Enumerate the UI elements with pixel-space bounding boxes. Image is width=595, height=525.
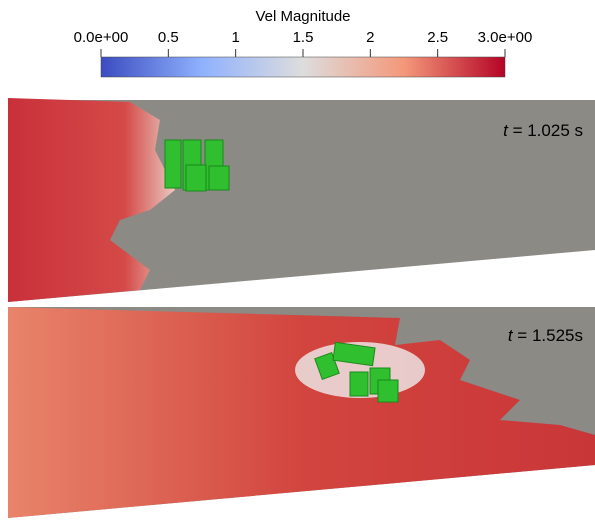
- time-symbol: t: [508, 326, 514, 345]
- tick-label: 0.0e+00: [74, 29, 129, 46]
- time-label: t = 1.525s: [508, 326, 583, 345]
- colorbar-title: Vel Magnitude: [255, 8, 350, 25]
- blocks: [165, 140, 229, 191]
- tick-label: 0.5: [158, 29, 179, 46]
- figure: Vel Magnitude 0.0e+000.511.522.53.0e+00 …: [0, 0, 595, 520]
- tick-label: 2.5: [427, 29, 448, 46]
- tick-label: 1.5: [293, 29, 314, 46]
- time-symbol: t: [503, 121, 509, 140]
- tick-label: 2: [366, 29, 374, 46]
- tick-label: 3.0e+00: [478, 29, 533, 46]
- tick-label: 1: [231, 29, 239, 46]
- colorbar: [101, 57, 505, 77]
- page: Vel Magnitude 0.0e+000.511.522.53.0e+00 …: [0, 0, 595, 525]
- time-value: = 1.025 s: [513, 121, 583, 140]
- time-value: = 1.525s: [517, 326, 583, 345]
- time-label: t = 1.025 s: [503, 121, 583, 140]
